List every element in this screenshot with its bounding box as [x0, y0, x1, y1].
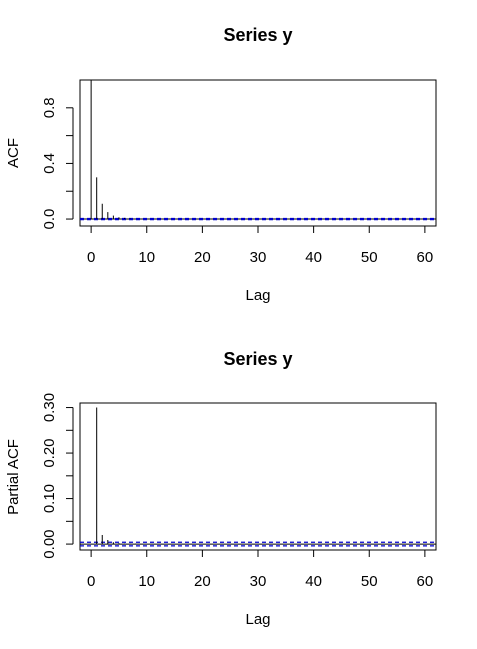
acf-y-axis: 0.0 0.4 0.8: [41, 97, 74, 230]
pacf-x-tick-label: 50: [361, 573, 378, 590]
pacf-x-tick-label: 10: [138, 573, 155, 590]
acf-x-tick-label: 10: [138, 249, 155, 266]
acf-x-tick-label: 30: [250, 249, 267, 266]
acf-title: Series y: [223, 25, 292, 45]
pacf-x-tick-label: 30: [250, 573, 267, 590]
pacf-x-tick-label: 0: [87, 573, 95, 590]
pacf-x-label: Lag: [245, 611, 270, 628]
pacf-y-tick-label: 0.30: [41, 393, 58, 422]
pacf-title: Series y: [223, 349, 292, 369]
acf-x-tick-label: 0: [87, 249, 95, 266]
acf-x-tick-label: 60: [417, 249, 434, 266]
acf-y-tick-label: 0.8: [41, 97, 58, 118]
pacf-x-tick-label: 60: [417, 573, 434, 590]
pacf-y-tick-label: 0.20: [41, 438, 58, 467]
pacf-x-tick-label: 20: [194, 573, 211, 590]
pacf-marks: [80, 407, 436, 547]
acf-panel: Series y 0 10 20 30 40 50 60 0.0 0.4 0.8 Lag ACF: [5, 25, 437, 304]
pacf-x-axis: 0 10 20 30 40 50 60: [87, 549, 434, 590]
pacf-y-label: Partial ACF: [5, 439, 22, 515]
pacf-y-tick-label: 0.00: [41, 529, 58, 558]
acf-x-tick-label: 50: [361, 249, 378, 266]
pacf-panel: Series y 0 10 20 30 40 50 60 0.000.100.200.30 …: [5, 349, 437, 628]
acf-x-label: Lag: [245, 287, 270, 304]
acf-x-axis: 0 10 20 30 40 50 60: [87, 225, 434, 266]
acf-marks: [80, 80, 436, 221]
pacf-y-tick-label: 0.10: [41, 484, 58, 513]
acf-plot-frame: [79, 79, 437, 227]
acf-x-tick-label: 20: [194, 249, 211, 266]
acf-y-label: ACF: [5, 138, 22, 168]
pacf-plot-frame: [79, 402, 437, 551]
pacf-x-tick-label: 40: [305, 573, 322, 590]
acf-y-tick-label: 0.4: [41, 153, 58, 174]
acf-x-tick-label: 40: [305, 249, 322, 266]
acf-y-tick-label: 0.0: [41, 209, 58, 230]
pacf-y-axis: 0.00 0.10 0.20 0.30: [41, 393, 74, 559]
